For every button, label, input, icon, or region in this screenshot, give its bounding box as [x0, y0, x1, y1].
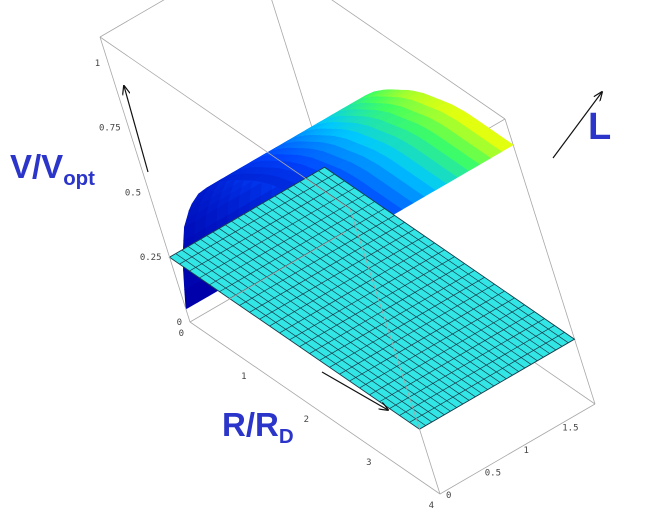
box-edge [99, 0, 165, 38]
plane-grid-line [194, 242, 445, 416]
direction-arrows [124, 86, 602, 410]
vertical-tick-label: 0.5 [125, 188, 141, 198]
plane-grid-line [212, 231, 464, 405]
surface-patch [495, 140, 514, 152]
plane-grid-line [274, 195, 526, 369]
plane-grid-line [262, 202, 513, 376]
vertical-tick-label: 0 [177, 318, 182, 328]
plane-grid-line [175, 253, 426, 426]
plane-grid-line [379, 311, 535, 403]
plane-grid-line [199, 187, 355, 279]
plane-grid-line [289, 249, 445, 341]
plane-grid-line [409, 332, 565, 423]
plane-grid-line [279, 242, 435, 334]
box-edge [99, 36, 191, 323]
plane-grid-line [225, 224, 476, 398]
box-edge [349, 208, 441, 495]
plane-grid-line [206, 235, 457, 408]
plane-grid-line [349, 290, 505, 382]
box-edge [331, 0, 506, 120]
l-tick-label: 1 [524, 446, 529, 456]
box-edge [99, 36, 351, 210]
plane-grid-line [319, 270, 475, 361]
plane-grid-line [239, 215, 395, 306]
l-tick-label: 0.5 [485, 469, 501, 479]
plane-grid-line [249, 210, 501, 383]
plane-grid-line [299, 181, 550, 354]
plane-grid-line [256, 206, 507, 380]
l-direction-arrow [552, 92, 602, 159]
plane-grid-line [249, 221, 405, 313]
plane-grid-line [219, 201, 375, 292]
r-direction-arrow [321, 371, 388, 410]
plane-grid-line [280, 192, 532, 365]
plane-grid-line [179, 173, 335, 265]
plane-grid-line [287, 188, 538, 362]
plane-grid-line [259, 228, 415, 320]
plane-grid-line [369, 304, 525, 396]
l-tick-label: 1.5 [562, 424, 578, 434]
vertical-axis-label: V/Vopt [10, 148, 95, 191]
plane-grid-line [305, 177, 557, 351]
plane-grid-line [293, 184, 544, 358]
tick-labels: 0 0.25 0.5 0.75 1 0 1 2 3 4 0 0.5 1 1.5 [95, 59, 579, 511]
plane-grid-line [187, 246, 439, 419]
plane-grid-line [299, 256, 455, 347]
bounding-box-front [99, 36, 441, 495]
vertical-tick-label: 1 [95, 59, 100, 69]
plane-grid-line [269, 235, 425, 327]
plane-grid-line [399, 325, 555, 416]
plane-grid-line [231, 220, 482, 394]
plane-grid-line [181, 249, 433, 423]
l-tick-label: 0 [446, 491, 451, 501]
r-axis-label: R/RD [222, 406, 294, 449]
plane-grid-line [309, 263, 465, 354]
plane-grid-line [209, 194, 365, 286]
plane-grid-line [389, 318, 545, 409]
r-tick-label: 4 [429, 501, 434, 511]
plane-grid-line [237, 217, 488, 390]
vertical-tick-label: 0.75 [99, 124, 121, 134]
vertical-direction-arrow [124, 86, 149, 173]
r-tick-label: 3 [366, 458, 371, 468]
plane-grid-line [243, 213, 495, 387]
plane-grid-line [200, 238, 451, 412]
r-tick-label: 0 [179, 329, 184, 339]
box-edge [189, 231, 346, 323]
plane-grid-line [359, 297, 515, 389]
plane-grid-line [268, 199, 519, 372]
box-edge [504, 118, 596, 405]
plane-grid-line [218, 228, 470, 401]
plane-grid-line [229, 208, 385, 299]
plane-grid-line [329, 277, 485, 368]
plane-grid-line [318, 170, 569, 344]
box-edge [189, 321, 441, 495]
box-edge [439, 403, 596, 495]
r-tick-label: 1 [241, 372, 246, 382]
plane-grid-line [339, 283, 495, 375]
vertical-tick-label: 0.25 [140, 253, 162, 263]
r-tick-label: 2 [304, 415, 309, 425]
l-axis-label: L [588, 106, 612, 148]
plane-grid-line [189, 180, 345, 272]
plane-grid-line [311, 174, 563, 347]
plane-layer [168, 166, 576, 430]
